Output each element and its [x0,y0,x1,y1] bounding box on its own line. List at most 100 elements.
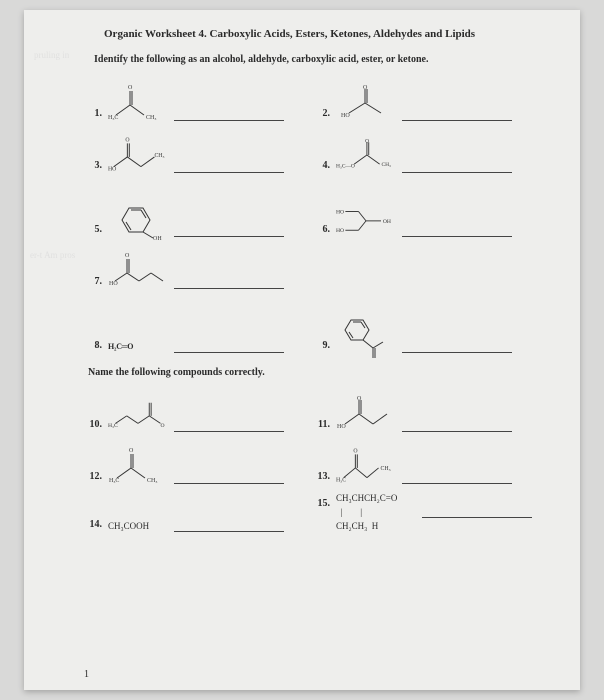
blank-13[interactable] [402,470,512,484]
svg-text:CH₃: CH₃ [146,115,156,121]
page-number: 1 [84,669,89,680]
item-6: 6. HO HO OH [312,179,540,241]
formula-14: CH₃COOH [108,522,168,536]
spacer-7 [312,243,540,293]
svg-text:H₃C: H₃C [108,423,118,429]
num-8: 8. [84,340,102,357]
blank-11[interactable] [402,418,512,432]
blank-15[interactable] [422,504,532,518]
struct-13: H₃C CH₃ O [336,444,396,488]
svg-text:H₃C—O: H₃C—O [336,164,355,170]
num-11: 11. [312,419,330,436]
item-5: 5. OH [84,179,312,241]
svg-text:O: O [357,396,362,402]
struct-1: H₃C CH₃ O [108,81,168,125]
worksheet-page: Organic Worksheet 4. Carboxylic Acids, E… [24,10,580,690]
item-2: 2. HO O [312,75,540,125]
blank-2[interactable] [402,107,512,121]
formula-15c: CH₂CH₃ H [336,522,416,536]
num-6: 6. [312,224,330,241]
svg-text:O: O [363,85,368,91]
svg-text:O: O [365,138,369,144]
row-3-4: 3. HO CH₃ O 4. [84,127,540,177]
item-7: 7. HO O [84,243,312,293]
blank-12[interactable] [174,470,284,484]
num-4: 4. [312,160,330,177]
row-12-13: 12. H₃C CH₃ O 13. [84,438,540,488]
blank-1[interactable] [174,107,284,121]
num-13: 13. [312,471,330,488]
blank-10[interactable] [174,418,284,432]
blank-8[interactable] [174,339,284,353]
svg-text:O: O [128,85,133,91]
struct-4: H₃C—O CH₃ O [336,133,396,177]
svg-text:O: O [161,423,165,429]
item-9: 9. [312,295,540,357]
row-14-15: 14. CH₃COOH 15. CH₃CHCH₂C=O | | CH₂CH₃ H [84,494,540,536]
svg-text:HO: HO [108,166,116,172]
svg-text:HO: HO [336,209,344,215]
struct-10: H₃C O [108,392,168,436]
blank-5[interactable] [174,223,284,237]
item-8: 8. H₂C═O [84,295,312,357]
struct-7: HO O [108,249,168,293]
row-7: 7. HO O [84,243,540,293]
num-15: 15. [312,494,330,509]
svg-text:HO: HO [109,281,118,287]
svg-text:HO: HO [337,424,346,430]
num-9: 9. [312,340,330,357]
blank-6[interactable] [402,223,512,237]
item-13: 13. H₃C CH₃ O [312,438,540,488]
row-5-6: 5. OH 6. [84,179,540,241]
num-5: 5. [84,224,102,241]
smear: er-t Am pros [30,250,75,260]
svg-text:HO: HO [336,228,344,234]
svg-text:OH: OH [153,236,162,242]
item-3: 3. HO CH₃ O [84,127,312,177]
num-7: 7. [84,276,102,293]
instruction-2: Name the following compounds correctly. [88,367,540,378]
struct-11: HO O [336,392,396,436]
struct-6: HO HO OH [336,197,396,241]
formula-15a: CH₃CHCH₂C=O [336,494,416,508]
svg-text:O: O [125,253,130,259]
row-8-9: 8. H₂C═O 9. [84,295,540,357]
blank-7[interactable] [174,275,284,289]
struct-9 [336,313,396,357]
num-12: 12. [84,471,102,488]
svg-text:O: O [125,137,129,143]
instruction-1: Identify the following as an alcohol, al… [94,54,540,65]
row-10-11: 10. H₃C O 11. [84,386,540,436]
item-4: 4. H₃C—O CH₃ O [312,127,540,177]
num-14: 14. [84,519,102,536]
item-11: 11. HO O [312,386,540,436]
blank-9[interactable] [402,339,512,353]
formula-8: H₂C═O [108,342,168,357]
svg-text:CH₃: CH₃ [381,466,391,472]
struct-2: HO O [336,81,396,125]
item-15: 15. CH₃CHCH₂C=O | | CH₂CH₃ H [312,494,540,536]
num-1: 1. [84,108,102,125]
svg-text:H₃C: H₃C [336,477,346,483]
svg-text:H₃C: H₃C [109,478,119,484]
page-title: Organic Worksheet 4. Carboxylic Acids, E… [104,28,540,40]
smear: pruling in [34,50,69,60]
item-14: 14. CH₃COOH [84,496,312,536]
blank-4[interactable] [402,159,512,173]
row-1-2: 1. H₃C CH₃ O 2. [84,75,540,125]
num-2: 2. [312,108,330,125]
item-10: 10. H₃C O [84,386,312,436]
svg-text:O: O [129,448,134,454]
num-3: 3. [84,160,102,177]
svg-text:CH₃: CH₃ [381,162,391,168]
formula-15b: | | [336,508,416,522]
blank-3[interactable] [174,159,284,173]
svg-text:O: O [353,448,357,454]
struct-3: HO CH₃ O [108,133,168,177]
struct-12: H₃C CH₃ O [108,444,168,488]
item-12: 12. H₃C CH₃ O [84,438,312,488]
struct-5: OH [108,197,168,241]
blank-14[interactable] [174,518,284,532]
svg-text:CH₃: CH₃ [147,478,157,484]
svg-text:HO: HO [341,113,350,119]
